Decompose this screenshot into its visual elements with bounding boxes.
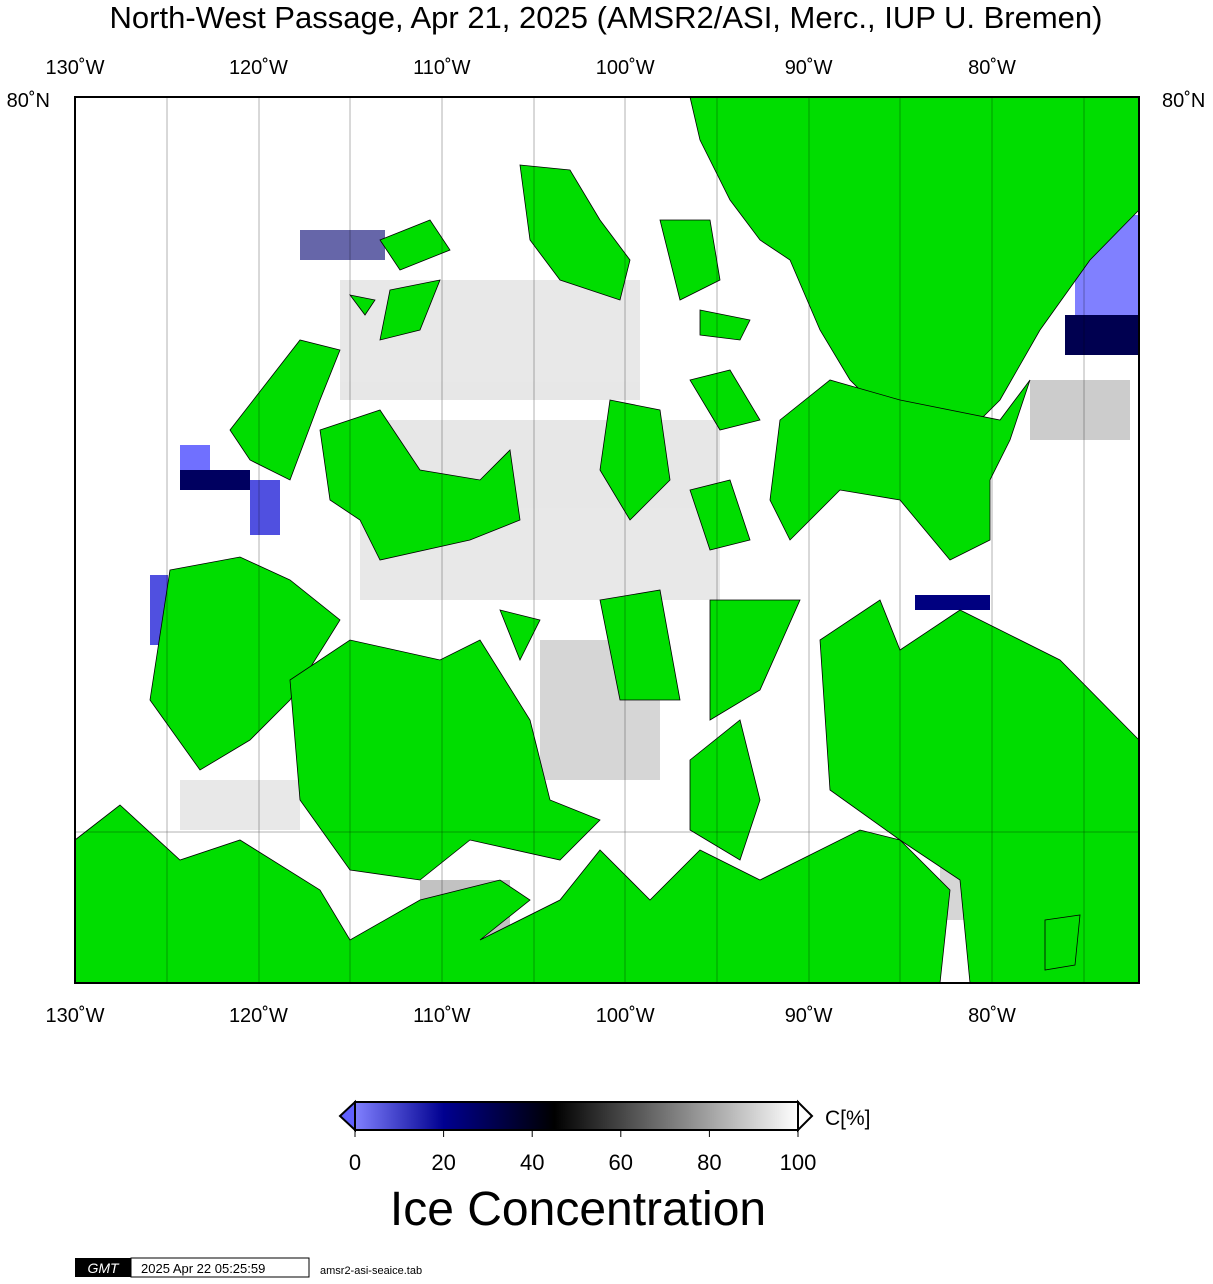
logo: GMT: [87, 1260, 120, 1276]
lon-label-top: 80˚W: [968, 57, 1016, 79]
colorbar-under: [338, 1099, 356, 1133]
lat-label-left: 80˚N: [7, 90, 50, 112]
colorbar-tick-label: 80: [697, 1150, 721, 1175]
lon-label-bottom: 110˚W: [413, 1005, 471, 1027]
lon-label-top: 90˚W: [785, 57, 833, 79]
colorbar-over: [797, 1099, 814, 1133]
lon-label-top: 110˚W: [413, 57, 471, 79]
colorbar-tick-label: 40: [520, 1150, 544, 1175]
graticule: [75, 97, 1139, 983]
colorbar-tick-label: 100: [780, 1150, 817, 1175]
lon-label-bottom: 80˚W: [968, 1005, 1016, 1027]
lon-label-top: 120˚W: [229, 57, 288, 79]
map-frame: [74, 96, 1140, 984]
lon-label-bottom: 90˚W: [785, 1005, 833, 1027]
lon-label-bottom: 100˚W: [596, 1005, 655, 1027]
filename: amsr2-asi-seaice.tab: [320, 1265, 422, 1277]
lon-labels: 130˚W 130˚W 120˚W 120˚W 110˚W 110˚W 100˚W 100˚W…: [46, 57, 1016, 1027]
colorbar-scale: [354, 1101, 799, 1131]
title: North-West Passage, Apr 21, 2025 (AMSR2/…: [110, 0, 1103, 35]
low-ice-patches: [150, 215, 1139, 645]
lon-label-bottom: 130˚W: [46, 1005, 105, 1027]
timestamp-box: [130, 1257, 310, 1278]
lon-label-top: 130˚W: [46, 57, 105, 79]
footer: GMT 2025 Apr 22 05:25:59 amsr2-asi-seaic…: [75, 1257, 422, 1278]
lon-label-top: 100˚W: [596, 57, 655, 79]
colorbar-tick-label: 60: [609, 1150, 633, 1175]
timestamp: 2025 Apr 22 05:25:59: [141, 1261, 265, 1276]
colorbar-unit: C[%]: [825, 1107, 871, 1130]
colorbar: C[%] Ice Concentration 0 20 40 60 80 100: [338, 1099, 871, 1236]
colorbar-tick-label: 20: [431, 1150, 455, 1175]
map: [74, 96, 1140, 984]
colorbar-tick-label: 0: [349, 1150, 361, 1175]
logo-box: [75, 1258, 131, 1277]
colorbar-title: Ice Concentration: [390, 1183, 766, 1236]
lon-label-bottom: 120˚W: [229, 1005, 288, 1027]
lat-label-right: 80˚N: [1162, 90, 1205, 112]
